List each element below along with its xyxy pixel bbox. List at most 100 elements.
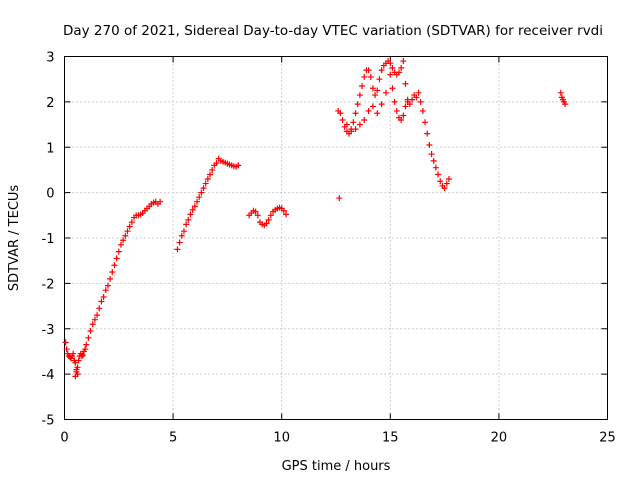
data-point — [111, 262, 118, 269]
data-point — [367, 73, 374, 80]
data-point — [424, 130, 431, 137]
data-point — [78, 352, 85, 359]
data-point — [70, 350, 77, 357]
data-point — [389, 64, 396, 71]
data-point — [430, 157, 437, 164]
data-point — [402, 80, 409, 87]
data-point — [359, 82, 366, 89]
data-point — [426, 141, 433, 148]
data-point — [174, 246, 181, 253]
data-point — [157, 198, 164, 205]
data-point — [445, 176, 452, 183]
data-point — [204, 176, 211, 183]
data-point — [374, 87, 381, 94]
data-point — [356, 92, 363, 99]
y-tick-label: -2 — [42, 277, 55, 292]
data-point — [365, 107, 372, 114]
data-point — [263, 220, 270, 227]
data-point — [104, 282, 111, 289]
data-point — [562, 101, 569, 108]
data-point — [213, 160, 220, 167]
data-point — [85, 334, 92, 341]
x-tick-label: 15 — [382, 431, 399, 446]
data-point — [117, 241, 124, 248]
data-point — [395, 69, 402, 76]
data-point — [369, 85, 376, 92]
data-point — [443, 180, 450, 187]
data-point — [98, 298, 105, 305]
data-point — [265, 216, 272, 223]
data-point — [82, 346, 89, 353]
data-point — [343, 121, 350, 128]
data-point — [122, 232, 129, 239]
data-point — [372, 92, 379, 99]
data-point — [180, 228, 187, 235]
x-tick-label: 25 — [599, 431, 616, 446]
data-point — [557, 89, 564, 96]
data-point — [337, 110, 344, 117]
data-point — [352, 110, 359, 117]
y-tick-label: 2 — [46, 96, 54, 111]
data-point — [283, 211, 290, 218]
x-tick-label: 5 — [169, 431, 177, 446]
data-point — [207, 171, 214, 178]
data-point — [361, 117, 368, 124]
data-point — [339, 117, 346, 124]
y-tick-label: 3 — [46, 51, 54, 66]
y-axis-label: SDTVAR / TECUs — [7, 185, 22, 292]
data-point — [441, 185, 448, 192]
data-point — [374, 110, 381, 117]
data-point — [361, 73, 368, 80]
data-point — [94, 312, 101, 319]
data-point — [387, 71, 394, 78]
data-point — [189, 206, 196, 213]
data-point — [378, 101, 385, 108]
x-axis-label: GPS time / hours — [282, 459, 391, 474]
x-tick-labels: 0 5 10 15 20 25 — [60, 431, 615, 446]
data-point — [72, 359, 79, 366]
data-point — [120, 237, 127, 244]
data-point — [124, 228, 131, 235]
data-point — [398, 64, 405, 71]
data-points — [62, 58, 569, 380]
data-point — [113, 255, 120, 262]
data-point — [393, 107, 400, 114]
data-point — [369, 103, 376, 110]
data-point — [435, 171, 442, 178]
plot-frame — [64, 56, 608, 420]
data-point — [202, 180, 209, 187]
data-point — [400, 112, 407, 119]
data-point — [102, 287, 109, 294]
data-series — [246, 204, 290, 229]
data-point — [354, 101, 361, 108]
y-tick-label: -5 — [42, 414, 55, 429]
x-tick-label: 0 — [60, 431, 68, 446]
data-point — [267, 212, 274, 219]
data-point — [252, 208, 259, 215]
data-point — [437, 178, 444, 185]
chart-title: Day 270 of 2021, Sidereal Day-to-day VTE… — [63, 23, 603, 39]
data-point — [193, 198, 200, 205]
data-point — [89, 321, 96, 328]
data-point — [428, 151, 435, 158]
data-point — [178, 232, 185, 239]
data-point — [387, 60, 394, 67]
data-point — [415, 89, 422, 96]
data-point — [398, 117, 405, 124]
data-point — [83, 341, 90, 348]
grid-lines — [64, 56, 608, 420]
data-point — [91, 316, 98, 323]
data-point — [79, 352, 86, 359]
data-point — [109, 269, 116, 276]
data-point — [126, 223, 133, 230]
data-point — [74, 371, 81, 378]
y-tick-label: 0 — [46, 187, 54, 202]
data-point — [183, 221, 190, 228]
data-series — [557, 89, 569, 108]
data-point — [413, 94, 420, 101]
data-point — [409, 96, 416, 103]
data-point — [352, 126, 359, 133]
data-point — [128, 219, 135, 226]
data-point — [404, 98, 411, 105]
